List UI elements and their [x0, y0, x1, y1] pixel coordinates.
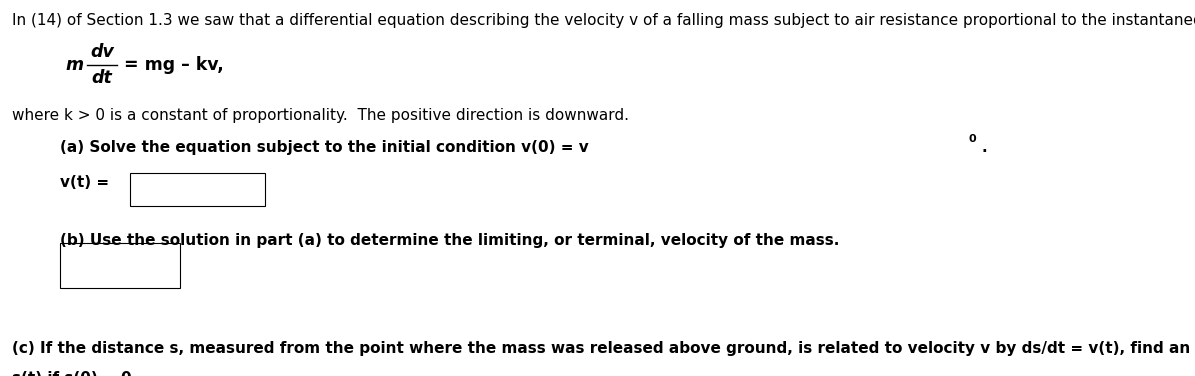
Text: dv: dv — [90, 43, 114, 61]
Text: (c) If the distance s, measured from the point where the mass was released above: (c) If the distance s, measured from the… — [12, 341, 1195, 356]
Text: .: . — [981, 140, 987, 155]
FancyBboxPatch shape — [130, 173, 265, 206]
Text: 0: 0 — [968, 135, 975, 144]
Text: m: m — [65, 56, 84, 74]
Text: where k > 0 is a constant of proportionality.  The positive direction is downwar: where k > 0 is a constant of proportiona… — [12, 108, 629, 123]
Text: dt: dt — [91, 69, 112, 87]
Text: = mg – kv,: = mg – kv, — [124, 56, 223, 74]
Text: s(t) if s(0) = 0.: s(t) if s(0) = 0. — [12, 370, 137, 376]
Text: In (14) of Section 1.3 we saw that a differential equation describing the veloci: In (14) of Section 1.3 we saw that a dif… — [12, 13, 1195, 28]
Text: v(t) =: v(t) = — [60, 175, 109, 190]
FancyBboxPatch shape — [60, 243, 180, 288]
Text: (a) Solve the equation subject to the initial condition v(0) = v: (a) Solve the equation subject to the in… — [60, 140, 589, 155]
Text: (b) Use the solution in part (a) to determine the limiting, or terminal, velocit: (b) Use the solution in part (a) to dete… — [60, 233, 839, 248]
